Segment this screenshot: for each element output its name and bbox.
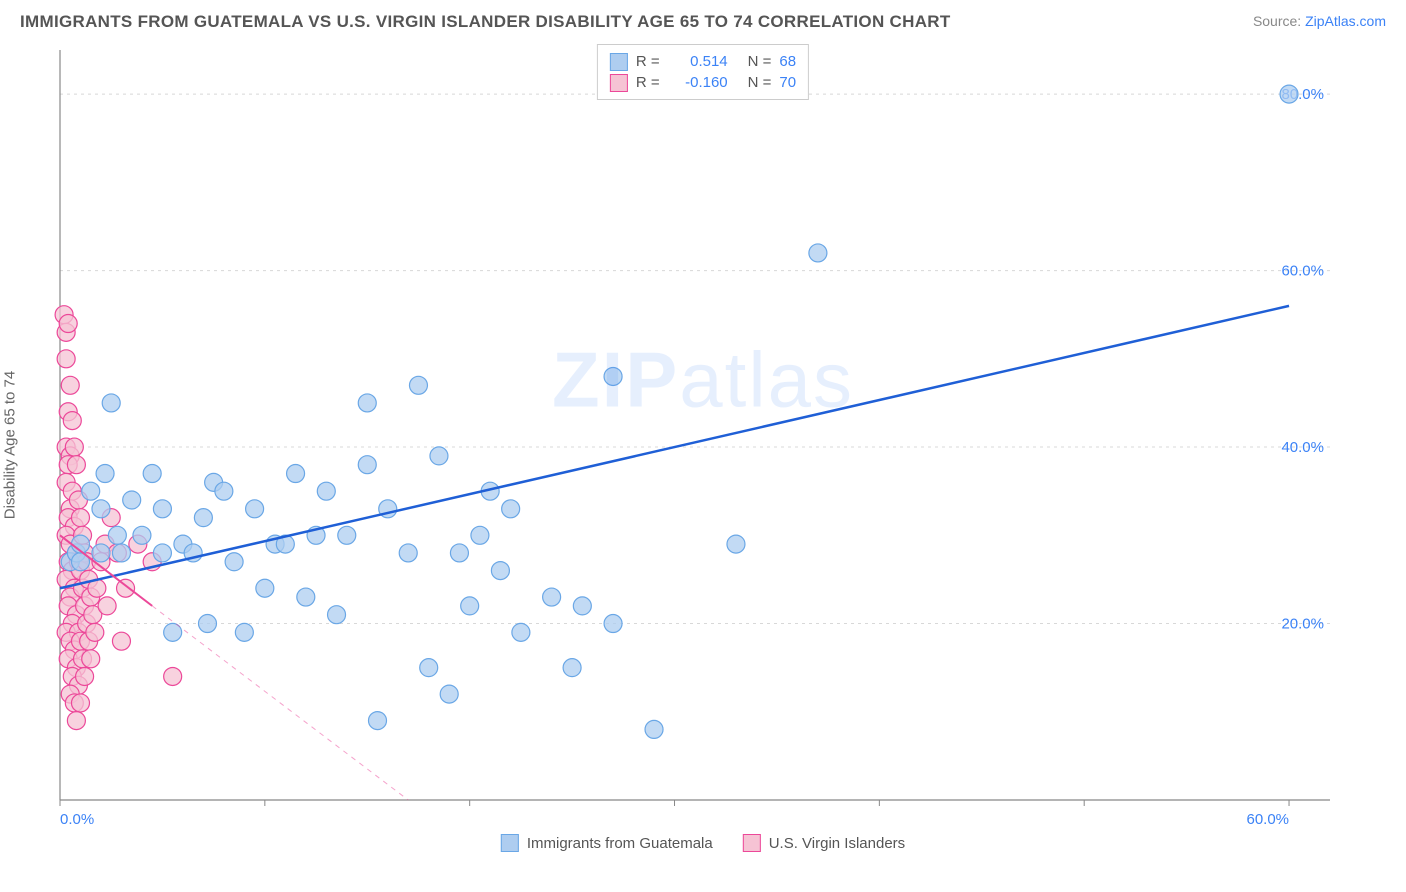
n-label: N = [748, 51, 772, 72]
legend-swatch [743, 834, 761, 852]
bottom-legend-item: U.S. Virgin Islanders [743, 834, 905, 852]
bottom-legend: Immigrants from Guatemala U.S. Virgin Isl… [501, 834, 905, 852]
r-label: R = [636, 51, 660, 72]
svg-text:60.0%: 60.0% [1246, 811, 1289, 828]
source-link[interactable]: ZipAtlas.com [1305, 13, 1386, 29]
title-bar: IMMIGRANTS FROM GUATEMALA VS U.S. VIRGIN… [0, 0, 1406, 40]
scatter-chart: 20.0%40.0%60.0%80.0%0.0%60.0% [20, 40, 1350, 830]
svg-text:0.0%: 0.0% [60, 811, 94, 828]
legend-swatch [610, 53, 628, 71]
n-value: 70 [779, 72, 796, 93]
stats-legend-row: R = -0.160 N = 70 [610, 72, 796, 93]
r-label: R = [636, 72, 660, 93]
chart-container: Disability Age 65 to 74 20.0%40.0%60.0%8… [20, 40, 1386, 850]
bottom-legend-item: Immigrants from Guatemala [501, 834, 713, 852]
svg-text:20.0%: 20.0% [1281, 616, 1324, 633]
source: Source: ZipAtlas.com [1253, 13, 1386, 31]
legend-label: U.S. Virgin Islanders [769, 835, 905, 852]
source-label: Source: [1253, 13, 1305, 29]
legend-swatch [501, 834, 519, 852]
n-value: 68 [779, 51, 796, 72]
stats-legend-row: R = 0.514 N = 68 [610, 51, 796, 72]
legend-swatch [610, 74, 628, 92]
stats-legend: R = 0.514 N = 68 R = -0.160 N = 70 [597, 44, 809, 100]
r-value: 0.514 [668, 51, 728, 72]
svg-text:60.0%: 60.0% [1281, 263, 1324, 280]
y-axis-label: Disability Age 65 to 74 [2, 371, 19, 519]
svg-text:40.0%: 40.0% [1281, 439, 1324, 456]
r-value: -0.160 [668, 72, 728, 93]
n-label: N = [748, 72, 772, 93]
legend-label: Immigrants from Guatemala [527, 835, 713, 852]
chart-title: IMMIGRANTS FROM GUATEMALA VS U.S. VIRGIN… [20, 12, 951, 32]
